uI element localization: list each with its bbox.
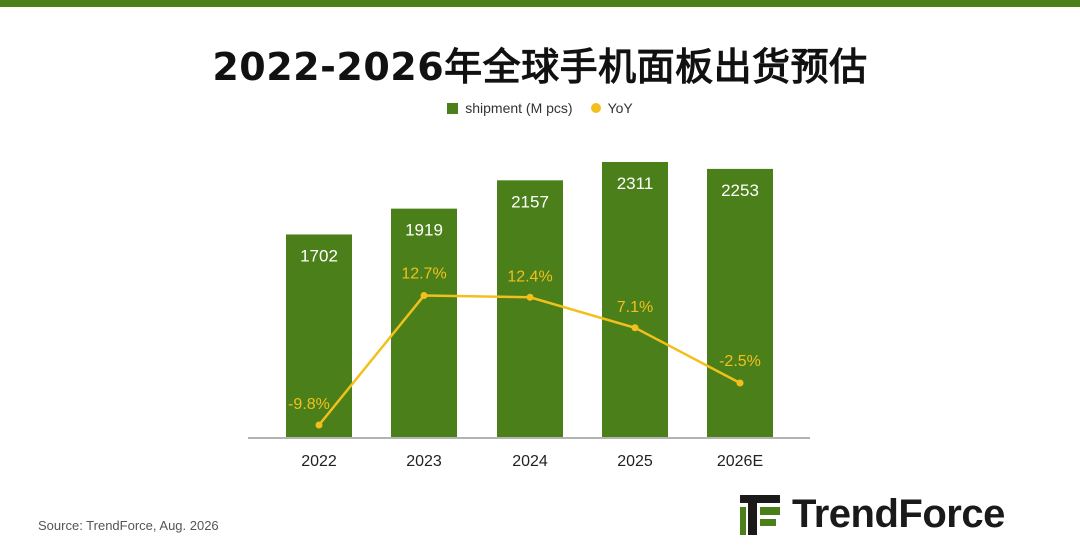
chart-title: 2022-2026年全球手机面板出货预估 — [212, 45, 868, 89]
x-tick-label-2022: 2022 — [301, 453, 337, 470]
yoy-label-2025: 7.1% — [617, 299, 653, 316]
yoy-point-2023 — [420, 292, 428, 300]
yoy-label-2026E: -2.5% — [719, 353, 761, 370]
yoy-point-2024 — [526, 293, 534, 301]
bar-2026E — [707, 168, 773, 437]
x-tick-label-2024: 2024 — [512, 453, 548, 470]
x-tick-label-2025: 2025 — [617, 453, 653, 470]
bar-2024 — [497, 180, 563, 437]
bar-value-label-2022: 1702 — [300, 246, 338, 265]
yoy-point-2025 — [631, 324, 639, 332]
legend-item-yoy: YoY — [590, 100, 633, 116]
x-tick-label-2026E: 2026E — [717, 453, 763, 470]
legend-swatch-yoy — [590, 103, 601, 113]
yoy-point-2022 — [315, 421, 323, 429]
bar-2025 — [602, 161, 668, 437]
bar-value-label-2026E: 2253 — [721, 181, 759, 200]
yoy-point-2026E — [736, 379, 744, 387]
bar-value-label-2025: 2311 — [617, 174, 654, 193]
trendforce-logo-text: TrendForce — [792, 492, 1005, 536]
bar-value-label-2024: 2157 — [511, 192, 549, 211]
top-accent-bar — [0, 0, 1080, 7]
trendforce-logo: TrendForce — [738, 492, 1005, 537]
legend-swatch-shipment — [447, 102, 459, 114]
x-tick-label-2023: 2023 — [406, 453, 442, 470]
legend-label-shipment: shipment (M pcs) — [465, 100, 573, 116]
source-note: Source: TrendForce, Aug. 2026 — [38, 518, 219, 533]
yoy-label-2024: 12.4% — [507, 268, 552, 285]
legend-label-yoy: YoY — [607, 100, 633, 116]
legend: shipment (M pcs) YoY — [0, 100, 1080, 116]
trendforce-logo-icon — [740, 494, 780, 535]
yoy-label-2023: 12.7% — [401, 266, 446, 283]
bar-value-label-2023: 1919 — [405, 221, 443, 240]
legend-item-shipment: shipment (M pcs) — [447, 100, 573, 116]
yoy-label-2022: -9.8% — [288, 396, 330, 413]
bar-2022 — [286, 234, 352, 437]
